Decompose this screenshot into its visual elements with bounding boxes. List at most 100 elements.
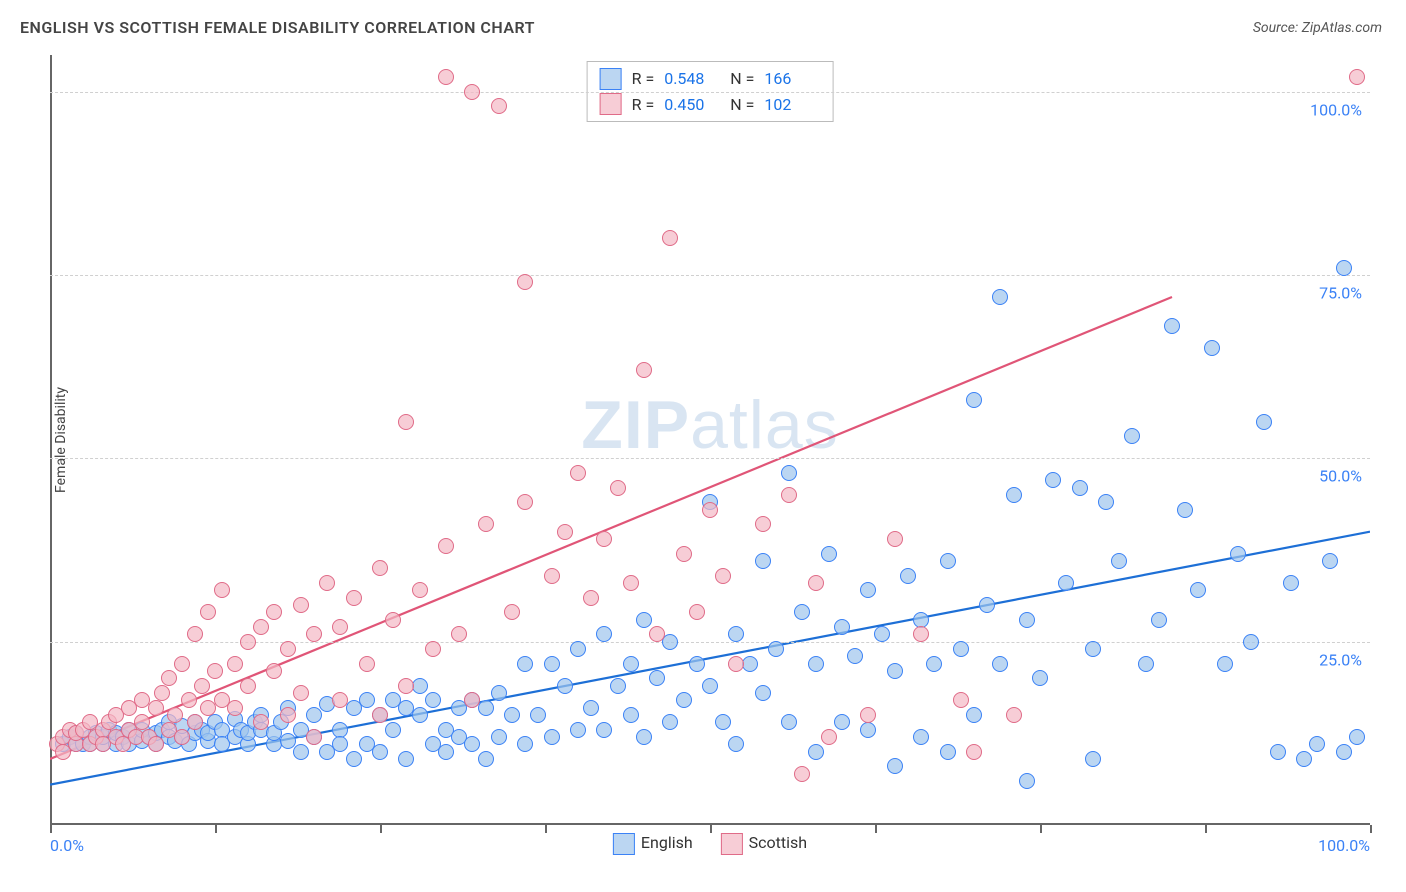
data-point bbox=[768, 641, 784, 657]
legend-series: English Scottish bbox=[613, 833, 807, 855]
data-point bbox=[966, 707, 982, 723]
data-point bbox=[1085, 751, 1101, 767]
data-point bbox=[623, 656, 639, 672]
legend-n-value: 166 bbox=[764, 66, 820, 92]
data-point bbox=[240, 634, 256, 650]
data-point bbox=[1006, 487, 1022, 503]
legend-stat-row: R =0.548N =166 bbox=[600, 66, 821, 92]
data-point bbox=[610, 678, 626, 694]
data-point bbox=[1309, 736, 1325, 752]
data-point bbox=[517, 494, 533, 510]
data-point bbox=[372, 707, 388, 723]
trend-lines bbox=[50, 55, 1370, 825]
legend-item: English bbox=[613, 833, 693, 855]
data-point bbox=[755, 553, 771, 569]
data-point bbox=[266, 663, 282, 679]
x-tick bbox=[875, 825, 877, 833]
data-point bbox=[464, 84, 480, 100]
legend-stat-row: R =0.450N =102 bbox=[600, 92, 821, 118]
data-point bbox=[174, 656, 190, 672]
data-point bbox=[1045, 472, 1061, 488]
y-tick-label: 75.0% bbox=[1319, 284, 1362, 303]
y-axis bbox=[50, 55, 52, 825]
data-point bbox=[794, 604, 810, 620]
data-point bbox=[715, 568, 731, 584]
data-point bbox=[517, 656, 533, 672]
data-point bbox=[649, 670, 665, 686]
data-point bbox=[181, 692, 197, 708]
data-point bbox=[187, 626, 203, 642]
chart-title: ENGLISH VS SCOTTISH FEMALE DISABILITY CO… bbox=[20, 18, 535, 37]
data-point bbox=[1006, 707, 1022, 723]
data-point bbox=[346, 590, 362, 606]
data-point bbox=[781, 465, 797, 481]
y-tick-label: 50.0% bbox=[1319, 467, 1362, 486]
data-point bbox=[1085, 641, 1101, 657]
data-point bbox=[636, 362, 652, 378]
data-point bbox=[425, 641, 441, 657]
data-point bbox=[1164, 318, 1180, 334]
data-point bbox=[1032, 670, 1048, 686]
data-point bbox=[530, 707, 546, 723]
data-point bbox=[1230, 546, 1246, 562]
data-point bbox=[728, 736, 744, 752]
data-point bbox=[412, 707, 428, 723]
data-point bbox=[715, 714, 731, 730]
data-point bbox=[1243, 634, 1259, 650]
data-point bbox=[940, 553, 956, 569]
data-point bbox=[214, 582, 230, 598]
legend-r-label: R = bbox=[632, 66, 655, 92]
data-point bbox=[610, 480, 626, 496]
data-point bbox=[570, 465, 586, 481]
y-tick-label: 100.0% bbox=[1310, 100, 1362, 119]
data-point bbox=[372, 744, 388, 760]
data-point bbox=[887, 758, 903, 774]
data-point bbox=[1019, 612, 1035, 628]
data-point bbox=[847, 648, 863, 664]
data-point bbox=[728, 656, 744, 672]
data-point bbox=[689, 604, 705, 620]
data-point bbox=[1336, 744, 1352, 760]
data-point bbox=[1072, 480, 1088, 496]
legend-label: Scottish bbox=[749, 833, 807, 852]
data-point bbox=[425, 692, 441, 708]
data-point bbox=[478, 516, 494, 532]
data-point bbox=[966, 392, 982, 408]
data-point bbox=[544, 656, 560, 672]
data-point bbox=[161, 670, 177, 686]
data-point bbox=[148, 736, 164, 752]
data-point bbox=[266, 604, 282, 620]
data-point bbox=[504, 604, 520, 620]
source-attribution: Source: ZipAtlas.com bbox=[1253, 20, 1382, 36]
data-point bbox=[293, 744, 309, 760]
data-point bbox=[676, 692, 692, 708]
data-point bbox=[332, 692, 348, 708]
watermark-bold: ZIP bbox=[581, 387, 690, 463]
y-axis-label: Female Disability bbox=[53, 387, 69, 493]
data-point bbox=[398, 678, 414, 694]
legend-item: Scottish bbox=[721, 833, 807, 855]
data-point bbox=[1349, 69, 1365, 85]
x-axis-label-min: 0.0% bbox=[50, 836, 84, 855]
data-point bbox=[570, 722, 586, 738]
gridline bbox=[50, 275, 1370, 276]
data-point bbox=[755, 685, 771, 701]
legend-n-label: N = bbox=[730, 92, 754, 118]
data-point bbox=[979, 597, 995, 613]
data-point bbox=[504, 707, 520, 723]
data-point bbox=[167, 707, 183, 723]
data-point bbox=[623, 575, 639, 591]
data-point bbox=[332, 722, 348, 738]
data-point bbox=[1124, 428, 1140, 444]
data-point bbox=[1283, 575, 1299, 591]
data-point bbox=[207, 663, 223, 679]
watermark-rest: atlas bbox=[690, 387, 839, 463]
data-point bbox=[913, 729, 929, 745]
scatter-plot: Female Disability ZIPatlas R =0.548N =16… bbox=[50, 55, 1370, 825]
legend-label: English bbox=[641, 833, 693, 852]
data-point bbox=[583, 700, 599, 716]
data-point bbox=[596, 722, 612, 738]
data-point bbox=[834, 714, 850, 730]
data-point bbox=[953, 641, 969, 657]
data-point bbox=[662, 230, 678, 246]
